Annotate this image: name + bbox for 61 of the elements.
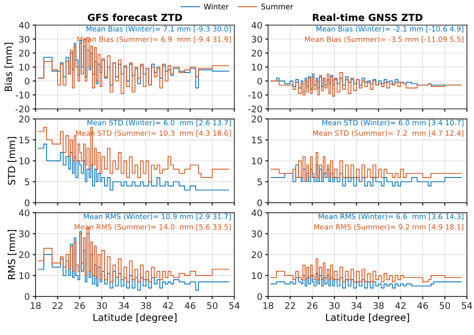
- x-tick-label: 34: [118, 302, 130, 310]
- y-tick-label: 20: [252, 116, 262, 122]
- x-tick-label: 42: [162, 302, 173, 309]
- x-tick-label: 42: [395, 302, 406, 309]
- x-tick-label: 46: [184, 302, 196, 310]
- y-tick-label: 40: [18, 209, 30, 216]
- y-tick-label: 0: [24, 78, 30, 85]
- x-tick-label: 18: [30, 302, 41, 310]
- y-tick-label: 30: [252, 36, 262, 43]
- x-tick-label: 50: [207, 302, 218, 310]
- x-tick-label: 38: [140, 302, 152, 310]
- y-tick-label: 10: [252, 64, 262, 71]
- y-tick-label: 0: [257, 199, 262, 206]
- x-tick-label: 26: [74, 302, 85, 310]
- y-tick-label: 10: [252, 272, 262, 280]
- y-tick-label: 20: [252, 251, 262, 258]
- y-tick-label: 10: [20, 272, 30, 280]
- y-tick-label: 5: [24, 178, 30, 186]
- x-axis-title: Latitude [degree]: [94, 314, 176, 323]
- x-tick-label: 18: [263, 302, 274, 310]
- x-tick-label: 22: [52, 302, 62, 309]
- x-tick-label: 54: [229, 302, 240, 310]
- chart-title: Real-time GNSS ZTD: [312, 14, 422, 22]
- y-tick-label: 0: [257, 78, 262, 85]
- y-tick-label: 5: [258, 178, 262, 186]
- y-tick-label: 0: [24, 199, 30, 206]
- y-tick-label: 15: [20, 136, 30, 144]
- x-tick-label: 26: [307, 302, 318, 310]
- x-tick-label: 22: [285, 302, 296, 309]
- y-tick-label: 30: [252, 230, 262, 238]
- y-tick-label: 0: [24, 293, 30, 300]
- chart-title: GFS forecast ZTD: [88, 14, 182, 22]
- y-tick-label: 10: [20, 64, 30, 71]
- y-tick-label: 40: [252, 209, 262, 216]
- y-axis-title: STD [mm]: [8, 137, 16, 185]
- x-tick-label: 54: [462, 302, 472, 310]
- y-axis-title: RMS [mm]: [8, 230, 16, 280]
- x-axis-title: Latitude [degree]: [326, 314, 410, 323]
- y-tick-label: -10: [16, 92, 30, 98]
- x-tick-label: 50: [440, 302, 450, 310]
- y-tick-label: 40: [252, 22, 262, 29]
- y-tick-label: -20: [16, 106, 30, 112]
- y-tick-label: 10: [252, 158, 262, 164]
- x-tick-label: 34: [351, 302, 362, 310]
- y-tick-label: -10: [248, 92, 262, 98]
- y-tick-label: 15: [252, 136, 262, 144]
- y-tick-label: 20: [19, 251, 30, 258]
- x-tick-label: 30: [329, 302, 340, 310]
- y-tick-label: 20: [19, 50, 30, 57]
- y-tick-label: 10: [20, 158, 30, 164]
- y-tick-label: -20: [248, 106, 262, 112]
- y-tick-label: 20: [19, 116, 30, 122]
- y-tick-label: 30: [19, 230, 30, 238]
- x-tick-label: 38: [373, 302, 384, 310]
- x-tick-label: 46: [417, 302, 428, 310]
- y-tick-label: 40: [18, 22, 30, 29]
- y-tick-label: 20: [252, 50, 262, 57]
- y-tick-label: 0: [257, 293, 262, 300]
- y-axis-title: Bias [mm]: [4, 42, 14, 92]
- x-tick-label: 30: [96, 302, 107, 310]
- y-tick-label: 30: [19, 36, 30, 43]
